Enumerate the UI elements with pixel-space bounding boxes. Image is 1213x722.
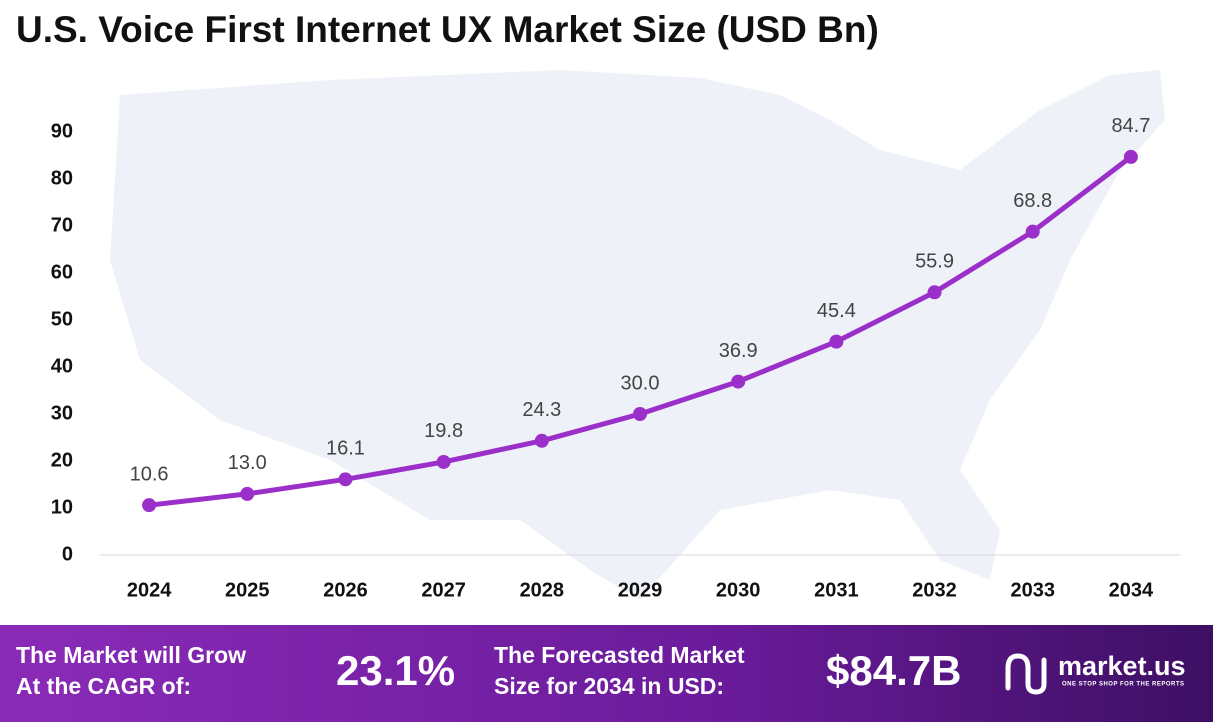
x-tick-label: 2034 <box>1109 579 1154 601</box>
logo-text: market.us <box>1058 651 1186 681</box>
data-point <box>534 433 549 448</box>
chart-title: U.S. Voice First Internet UX Market Size… <box>16 9 879 50</box>
data-label: 24.3 <box>522 399 561 421</box>
data-point <box>731 374 746 389</box>
forecast-value: $84.7B <box>826 647 961 694</box>
x-tick-label: 2031 <box>814 579 859 601</box>
y-tick-label: 70 <box>51 214 73 236</box>
x-tick-label: 2029 <box>618 579 663 601</box>
data-point <box>829 334 844 349</box>
data-point <box>436 454 451 469</box>
data-label: 16.1 <box>326 438 365 460</box>
y-tick-label: 30 <box>51 402 73 424</box>
y-tick-label: 50 <box>51 308 73 330</box>
logo-tagline: ONE STOP SHOP FOR THE REPORTS <box>1062 682 1185 688</box>
x-tick-label: 2027 <box>421 579 466 601</box>
data-label: 10.6 <box>130 463 169 485</box>
footer-band <box>0 625 1213 722</box>
forecast-label-line1: The Forecasted Market <box>494 642 745 668</box>
x-tick-label: 2028 <box>520 579 565 601</box>
map-background <box>110 70 1165 600</box>
forecast-label-line2: Size for 2034 in USD: <box>494 673 724 699</box>
data-point <box>927 285 942 300</box>
cagr-label-line1: The Market will Grow <box>16 642 246 668</box>
data-label: 55.9 <box>915 251 954 273</box>
y-tick-label: 0 <box>62 543 73 565</box>
data-label: 30.0 <box>621 372 660 394</box>
data-label: 36.9 <box>719 340 758 362</box>
x-tick-label: 2032 <box>912 579 957 601</box>
y-tick-label: 40 <box>51 355 73 377</box>
x-tick-label: 2030 <box>716 579 761 601</box>
y-tick-label: 60 <box>51 261 73 283</box>
cagr-label-line2: At the CAGR of: <box>16 673 191 699</box>
y-tick-label: 20 <box>51 449 73 471</box>
cagr-value: 23.1% <box>336 647 455 694</box>
x-tick-label: 2026 <box>323 579 368 601</box>
data-point <box>142 498 157 513</box>
data-point <box>1123 149 1138 164</box>
data-point <box>633 407 647 421</box>
x-tick-label: 2025 <box>225 579 270 601</box>
data-point <box>240 486 255 501</box>
y-tick-label: 90 <box>51 120 73 142</box>
data-label: 68.8 <box>1013 190 1052 212</box>
data-label: 19.8 <box>424 420 463 442</box>
x-tick-label: 2033 <box>1010 579 1055 601</box>
data-label: 13.0 <box>228 452 267 474</box>
x-tick-label: 2024 <box>127 579 172 601</box>
data-label: 84.7 <box>1111 115 1150 137</box>
data-label: 45.4 <box>817 300 856 322</box>
logo-icon <box>1005 653 1047 695</box>
y-tick-label: 10 <box>51 496 73 518</box>
y-tick-label: 80 <box>51 167 73 189</box>
data-point <box>338 472 353 487</box>
data-point <box>1025 224 1040 239</box>
